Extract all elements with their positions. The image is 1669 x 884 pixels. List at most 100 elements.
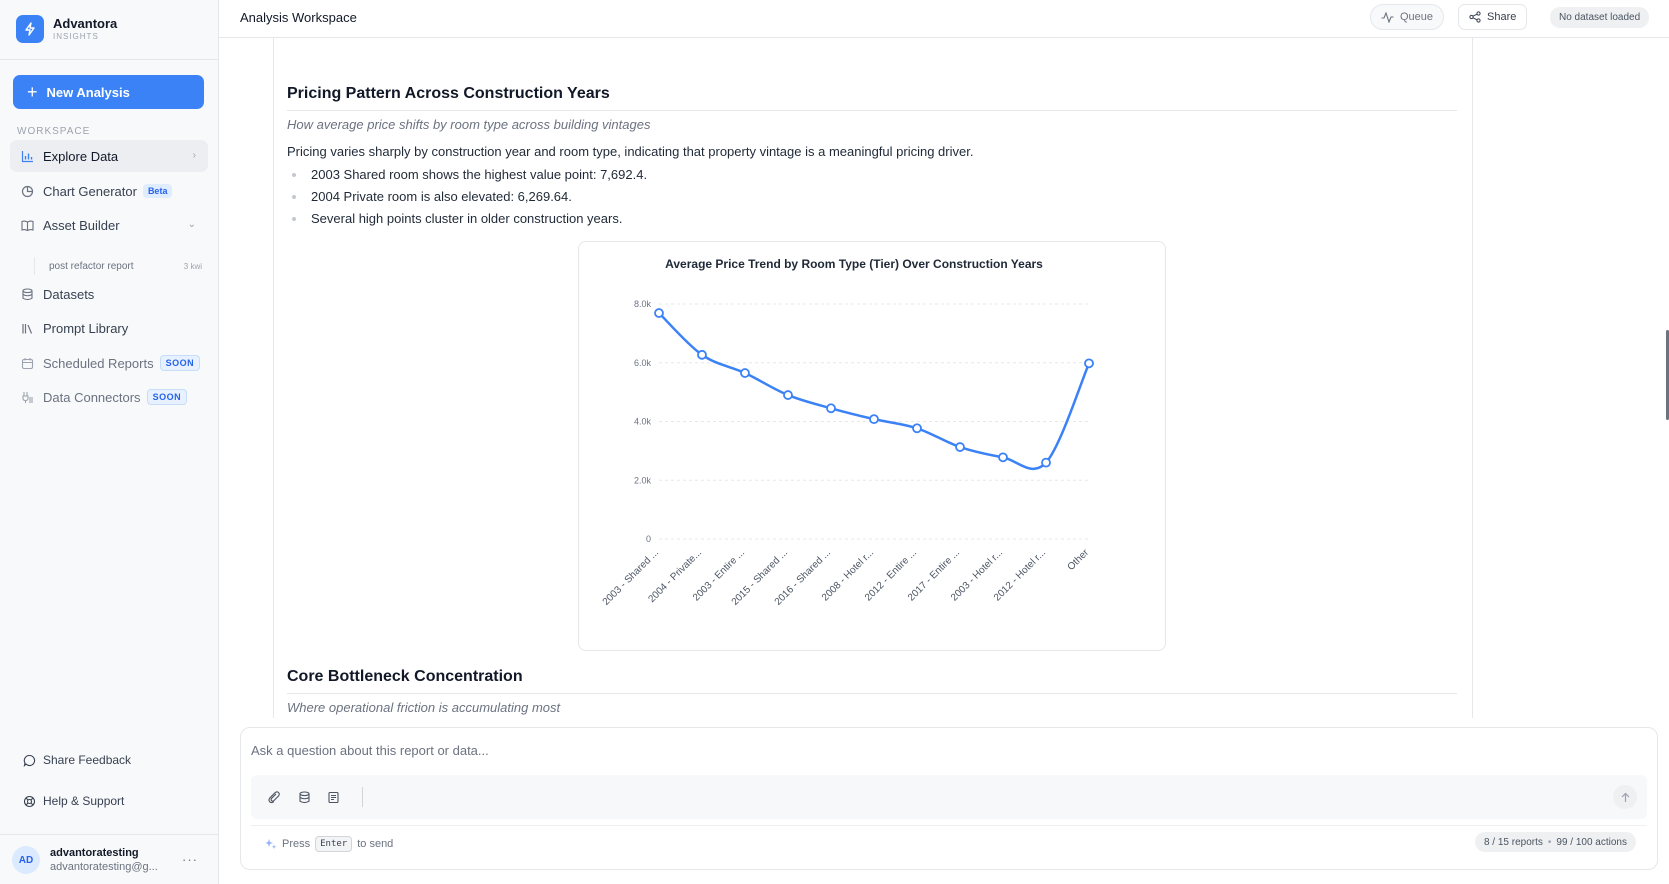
list-item: Several high points cluster in older con…: [287, 211, 647, 233]
sidebar-item-explore-data[interactable]: Explore Data ›: [10, 140, 208, 172]
calendar-icon: [20, 356, 34, 370]
y-tick-label: 4.0k: [634, 417, 652, 427]
help-support-link[interactable]: Help & Support: [22, 791, 124, 811]
brand-subtitle: INSIGHTS: [53, 32, 99, 41]
sidebar-item-datasets[interactable]: Datasets: [10, 278, 208, 310]
divider: [0, 59, 219, 60]
share-feedback-link[interactable]: Share Feedback: [22, 750, 131, 770]
sidebar: Advantora INSIGHTS + New Analysis WORKSP…: [0, 0, 219, 884]
x-tick-label: Other: [1066, 547, 1092, 573]
section-title: Pricing Pattern Across Construction Year…: [287, 85, 610, 102]
ask-toolbar: [251, 775, 1647, 819]
y-tick-label: 8.0k: [634, 299, 652, 309]
user-email: advantoratesting@g...: [50, 861, 158, 873]
ask-input[interactable]: [251, 736, 1641, 764]
hint-press: Press: [282, 838, 311, 850]
sidebar-item-asset-builder[interactable]: Asset Builder ⌄: [10, 209, 208, 241]
data-point: [1041, 457, 1051, 468]
y-tick-label: 0: [646, 534, 651, 544]
beta-badge: Beta: [142, 184, 173, 198]
activity-icon: [1381, 11, 1394, 23]
share-icon: [1469, 11, 1481, 23]
lightning-icon: [16, 15, 44, 43]
share-button[interactable]: Share: [1458, 4, 1528, 30]
data-point: [654, 308, 664, 318]
hint-send: to send: [357, 838, 394, 850]
send-button[interactable]: [1613, 785, 1637, 809]
section-label-workspace: WORKSPACE: [17, 126, 91, 137]
document-icon[interactable]: [324, 788, 342, 806]
divider: [0, 834, 219, 835]
share-feedback-label: Share Feedback: [43, 753, 132, 767]
sparkle-icon: [265, 839, 277, 849]
sidebar-item-label: Data Connectors: [43, 389, 141, 405]
usage-reports: 8 / 15 reports: [1483, 836, 1543, 848]
sidebar-item-data-connectors[interactable]: Data Connectors SOON: [10, 381, 208, 413]
soon-badge: SOON: [159, 355, 201, 371]
sidebar-subitem-post-refactor-report[interactable]: post refactor report 3 kwi: [34, 257, 202, 275]
data-point: [826, 403, 836, 414]
sidebar-item-prompt-library[interactable]: Prompt Library: [10, 312, 208, 344]
report-content: Pricing Pattern Across Construction Year…: [219, 38, 1669, 718]
data-point: [912, 423, 922, 434]
more-options-icon[interactable]: ···: [182, 852, 198, 867]
divider: [362, 787, 363, 807]
chevron-right-icon: ›: [192, 150, 196, 161]
ask-box: Press Enter to send 8 / 15 reports • 99 …: [240, 727, 1658, 870]
top-bar: Analysis Workspace Queue Share No datase…: [219, 0, 1669, 38]
data-point: [740, 368, 750, 378]
subitem-meta: 3 kwi: [183, 261, 202, 271]
soon-badge: SOON: [146, 389, 188, 405]
data-point: [697, 349, 707, 360]
series-line: [658, 312, 1091, 471]
chart-card: Average Price Trend by Room Type (Tier) …: [578, 241, 1166, 651]
book-icon: [20, 218, 34, 232]
y-tick-label: 2.0k: [634, 475, 652, 485]
section-paragraph: Pricing varies sharply by construction y…: [287, 144, 974, 159]
plus-icon: +: [27, 82, 38, 102]
enter-key: Enter: [315, 836, 353, 852]
dataset-status-badge: No dataset loaded: [1550, 7, 1650, 28]
database-icon[interactable]: [295, 788, 313, 806]
divider: [287, 110, 1457, 111]
list-item: 2004 Private room is also elevated: 6,26…: [287, 189, 647, 211]
line-chart: Average Price Trend by Room Type (Tier) …: [601, 257, 1094, 608]
separator-dot: •: [1547, 836, 1552, 848]
usage-actions: 99 / 100 actions: [1556, 836, 1627, 848]
usage-badge: 8 / 15 reports • 99 / 100 actions: [1474, 832, 1636, 852]
chat-bubble-icon: [22, 753, 36, 767]
library-icon: [20, 321, 34, 335]
send-hint: Press Enter to send: [265, 836, 393, 852]
chart-title: Average Price Trend by Room Type (Tier) …: [665, 257, 1043, 271]
sidebar-item-label: Scheduled Reports: [43, 355, 154, 371]
queue-button[interactable]: Queue: [1370, 4, 1445, 30]
sidebar-item-scheduled-reports[interactable]: Scheduled Reports SOON: [10, 347, 208, 379]
subitem-label: post refactor report: [49, 260, 134, 272]
arrow-up-icon: [1621, 792, 1629, 802]
section-title: Core Bottleneck Concentration: [287, 668, 523, 685]
divider: [287, 693, 1457, 694]
help-support-label: Help & Support: [43, 794, 125, 808]
database-icon: [20, 287, 34, 301]
bar-chart-icon: [20, 149, 34, 163]
report-document: Pricing Pattern Across Construction Year…: [273, 38, 1473, 718]
sidebar-item-chart-generator[interactable]: Chart Generator Beta: [10, 175, 208, 207]
y-tick-label: 6.0k: [634, 358, 652, 368]
paperclip-icon[interactable]: [265, 788, 283, 806]
data-point: [869, 414, 879, 425]
data-point: [955, 442, 965, 452]
list-item: 2003 Shared room shows the highest value…: [287, 167, 647, 189]
divider: [251, 825, 1647, 826]
brand-name: Advantora: [53, 16, 118, 31]
user-name: advantoratesting: [50, 847, 139, 859]
new-analysis-button[interactable]: + New Analysis: [13, 75, 204, 109]
lifebuoy-icon: [22, 794, 36, 808]
data-point: [783, 390, 793, 400]
scrollbar-thumb[interactable]: [1666, 330, 1669, 420]
brand[interactable]: Advantora INSIGHTS: [16, 12, 117, 46]
user-profile[interactable]: AD advantoratesting advantoratesting@g..…: [12, 844, 208, 876]
connector-icon: [20, 390, 34, 404]
data-point: [1084, 358, 1094, 369]
section-subtitle: How average price shifts by room type ac…: [287, 117, 651, 132]
